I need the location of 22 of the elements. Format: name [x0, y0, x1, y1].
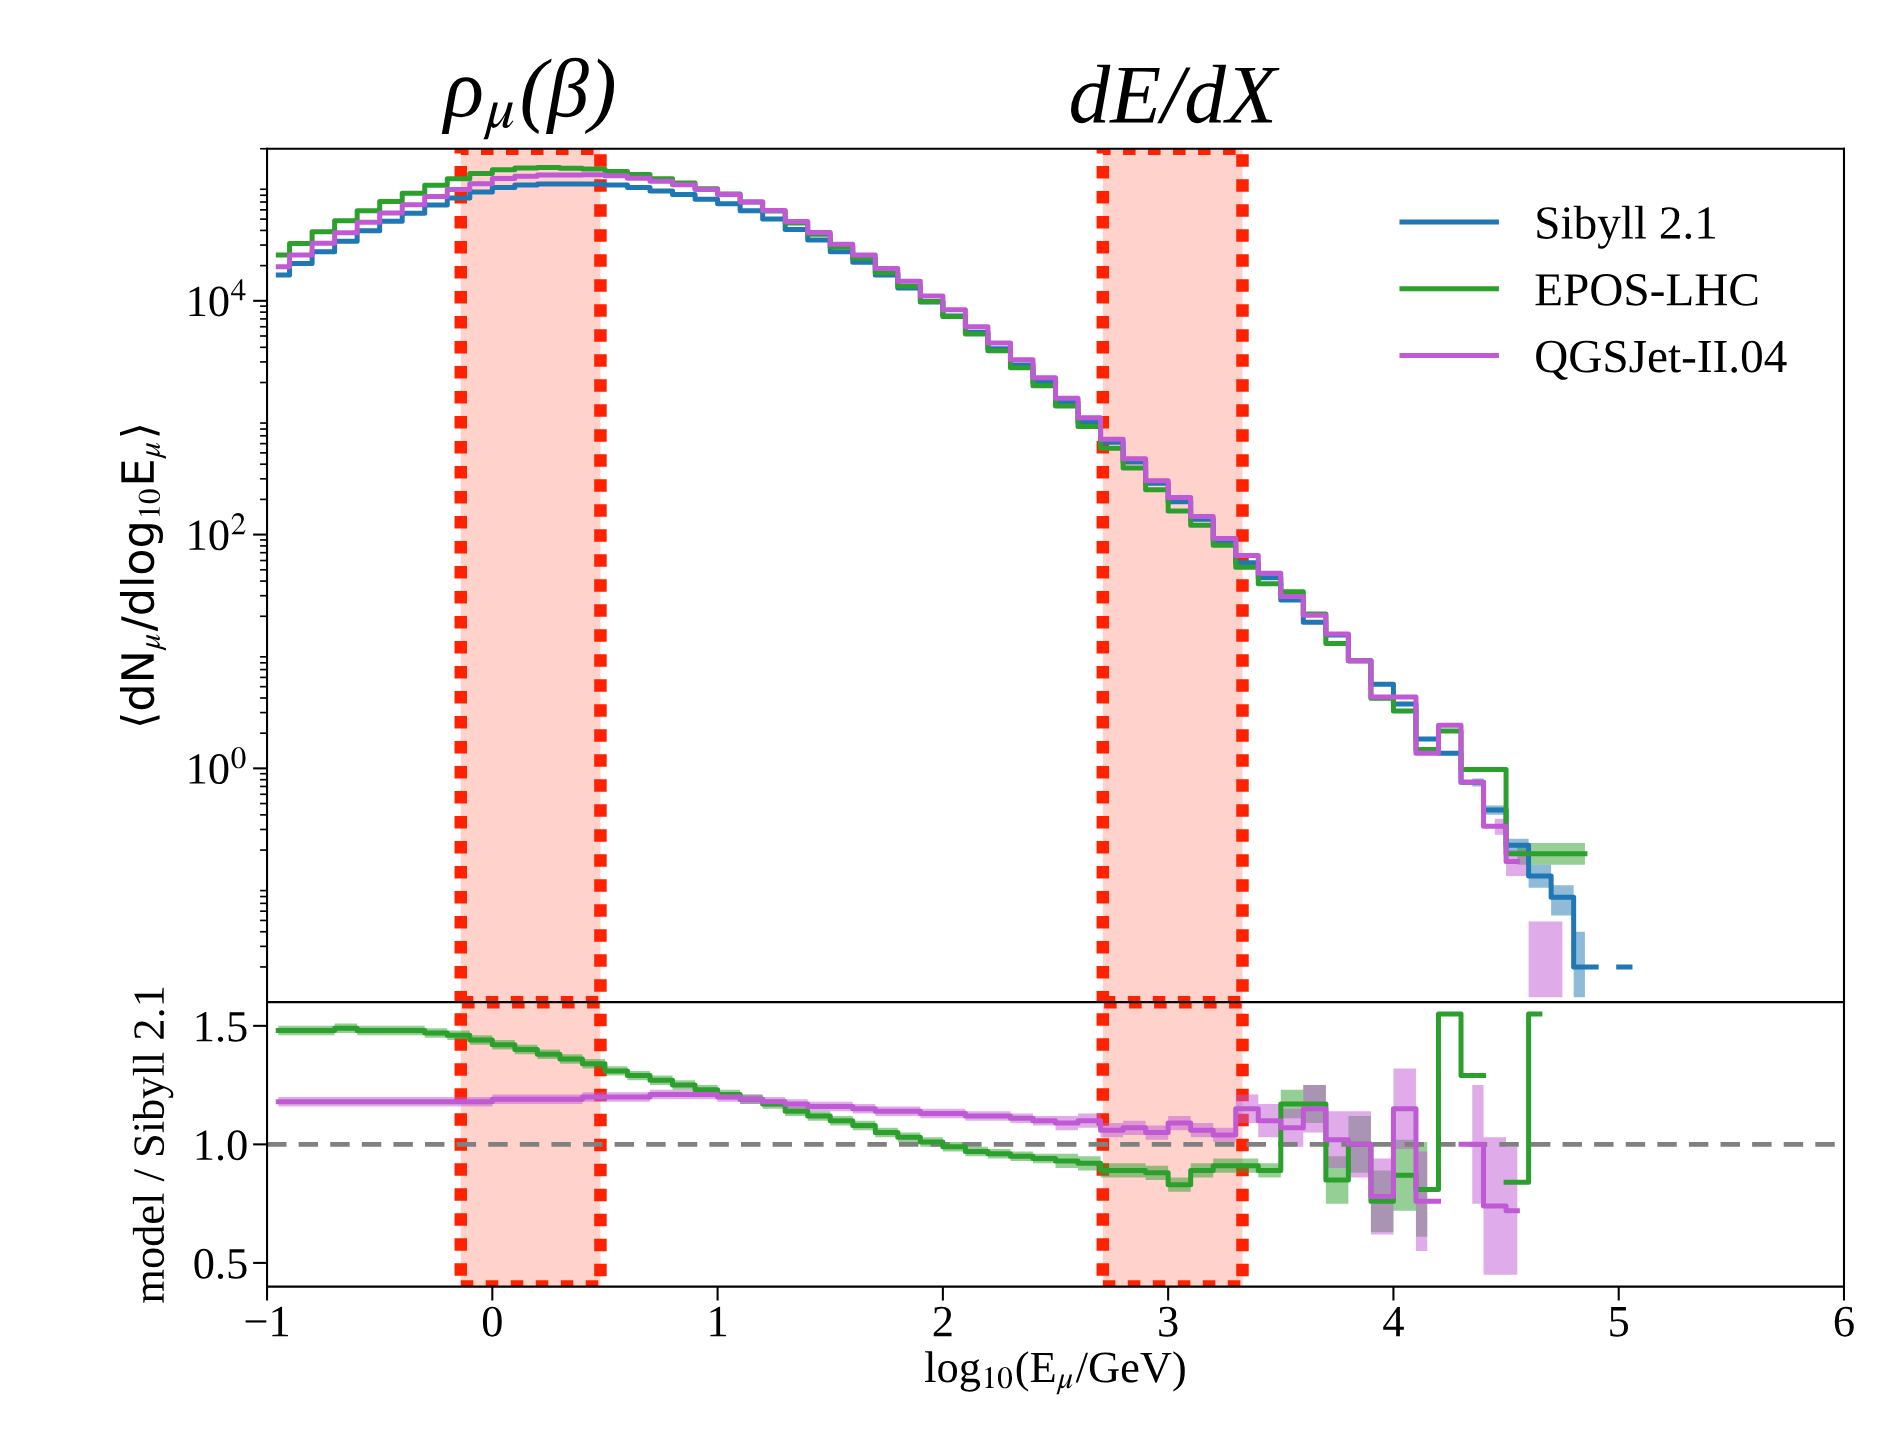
x-tick-label: 3 — [1159, 1306, 1178, 1337]
y-tick-label: 1.0 — [196, 1130, 247, 1161]
band-label: ρ$_{μ}$(β) — [441, 57, 615, 140]
x-tick-label: 0 — [482, 1306, 502, 1337]
legend-label: QGSJet-II.04 — [1536, 340, 1787, 380]
y-axis-title: ⟨dN$_{μ}$/dlog$_{10}$E$_{μ}$⟩ — [119, 426, 166, 726]
y-tick-label: 10$^{4}$ — [189, 279, 246, 317]
x-tick-label: 5 — [1610, 1307, 1629, 1337]
y-tick-label: 10$^{2}$ — [189, 513, 246, 551]
band-label: dE/dX — [1071, 64, 1280, 124]
x-tick-label: −1 — [245, 1306, 289, 1337]
x-tick-label: 1 — [710, 1306, 727, 1337]
x-tick-label: 4 — [1383, 1306, 1404, 1337]
y-axis-title: model / Sibyll 2.1 — [132, 987, 174, 1303]
y-tick-label: 0.5 — [194, 1248, 247, 1279]
x-tick-label: 6 — [1834, 1306, 1854, 1337]
x-tick-label: 2 — [933, 1306, 952, 1337]
x-axis-title: log$_{10}$(E$_{μ}$/GeV) — [925, 1351, 1185, 1395]
legend-label: EPOS-LHC — [1535, 274, 1758, 306]
y-tick-label: 1.5 — [196, 1011, 247, 1042]
legend-label: Sibyll 2.1 — [1537, 205, 1716, 249]
y-tick-label: 10$^{0}$ — [189, 746, 246, 785]
